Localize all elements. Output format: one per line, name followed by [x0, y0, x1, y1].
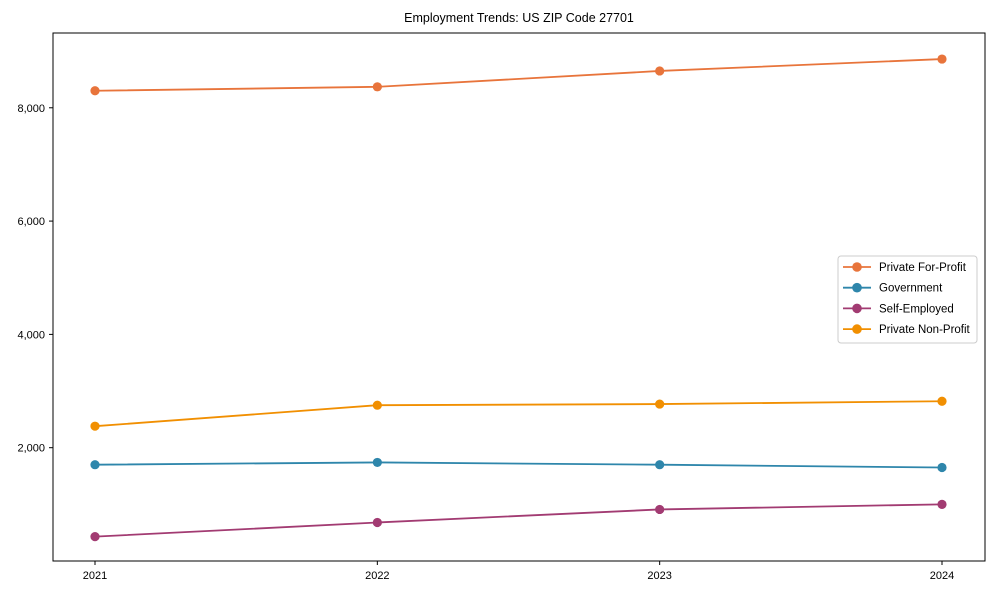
x-tick-label: 2022	[365, 570, 389, 582]
legend-label: Private Non-Profit	[879, 324, 971, 336]
y-tick-label: 8,000	[17, 103, 45, 115]
series-layer	[90, 54, 947, 542]
legend-marker-icon	[852, 282, 862, 293]
data-point-self-employed-2021	[90, 532, 100, 542]
data-point-private-non-profit-2022	[372, 400, 382, 410]
legend-label: Government	[879, 283, 943, 295]
data-point-government-2023	[655, 460, 665, 470]
plot-frame	[52, 32, 986, 562]
y-tick-label: 4,000	[17, 329, 45, 341]
data-point-government-2024	[937, 462, 947, 473]
x-tick-label: 2021	[83, 570, 107, 582]
legend-item-government: Government	[843, 283, 943, 295]
series-line-self-employed	[94, 503, 943, 538]
data-point-private-non-profit-2023	[655, 399, 665, 409]
data-point-self-employed-2024	[937, 499, 947, 509]
legend-label: Self-Employed	[879, 303, 954, 315]
data-point-private-for-profit-2022	[372, 82, 382, 92]
data-point-self-employed-2023	[655, 504, 665, 515]
legend-item-self-employed: Self-Employed	[843, 303, 954, 315]
legend-marker-icon	[852, 262, 862, 272]
series-line-private-non-profit	[94, 400, 943, 428]
x-tick-label: 2023	[647, 570, 671, 582]
data-point-private-for-profit-2023	[655, 66, 665, 76]
axes-layer: 2,000 4,000 6,000 8,000 2021 2022 2023 2024	[17, 32, 986, 582]
data-point-private-for-profit-2024	[937, 54, 947, 64]
y-tick-label: 6,000	[17, 216, 45, 228]
legend-marker-icon	[852, 324, 862, 334]
chart-title: Employment Trends: US ZIP Code 27701	[404, 11, 634, 25]
y-tick-label: 2,000	[17, 443, 45, 455]
legend-marker-icon	[852, 303, 862, 314]
legend: Private For-Profit Government Self-Employe…	[837, 255, 978, 344]
legend-label: Private For-Profit	[879, 262, 967, 274]
data-point-government-2021	[90, 460, 100, 470]
series-line-private-for-profit	[94, 58, 943, 92]
legend-box	[837, 255, 978, 344]
x-tick-label: 2024	[930, 570, 954, 582]
data-point-government-2022	[372, 457, 382, 468]
legend-item-private-non-profit: Private Non-Profit	[843, 324, 971, 336]
data-point-private-non-profit-2021	[90, 421, 100, 431]
data-point-private-for-profit-2021	[90, 86, 100, 96]
data-point-private-non-profit-2024	[937, 396, 947, 406]
series-line-government	[94, 461, 943, 469]
legend-item-private-for-profit: Private For-Profit	[843, 262, 967, 274]
data-point-self-employed-2022	[372, 517, 382, 528]
